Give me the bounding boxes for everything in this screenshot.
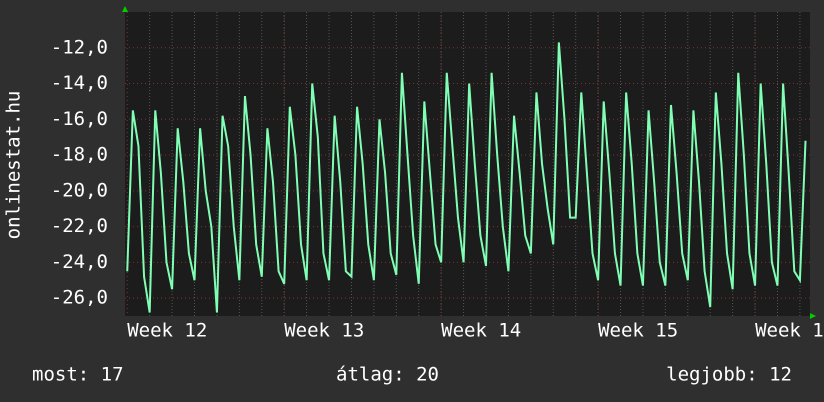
x-tick-label: Week 12 [127,320,207,342]
x-tick-label: Week 16 [755,320,824,342]
y-tick-label: -26,0 [51,287,108,309]
x-tick-label: Week 14 [441,320,521,342]
y-tick-label: -14,0 [51,72,108,94]
x-tick-label: Week 13 [284,320,364,342]
x-tick-label: Week 15 [598,320,678,342]
axis-arrow [810,313,816,319]
y-axis-label: onlinestat.hu [3,91,25,240]
stat-current: most: 17 [32,364,124,386]
y-tick-label: -16,0 [51,108,108,130]
data-line [126,42,807,313]
y-tick-label: -20,0 [51,179,108,201]
y-tick-label: -12,0 [51,36,108,58]
stat-average: átlag: 20 [336,364,439,386]
y-tick-label: -18,0 [51,144,108,166]
y-tick-label: -22,0 [51,215,108,237]
axis-arrow [122,6,128,12]
y-tick-label: -24,0 [51,251,108,273]
stat-best: legjobb: 12 [666,364,792,386]
